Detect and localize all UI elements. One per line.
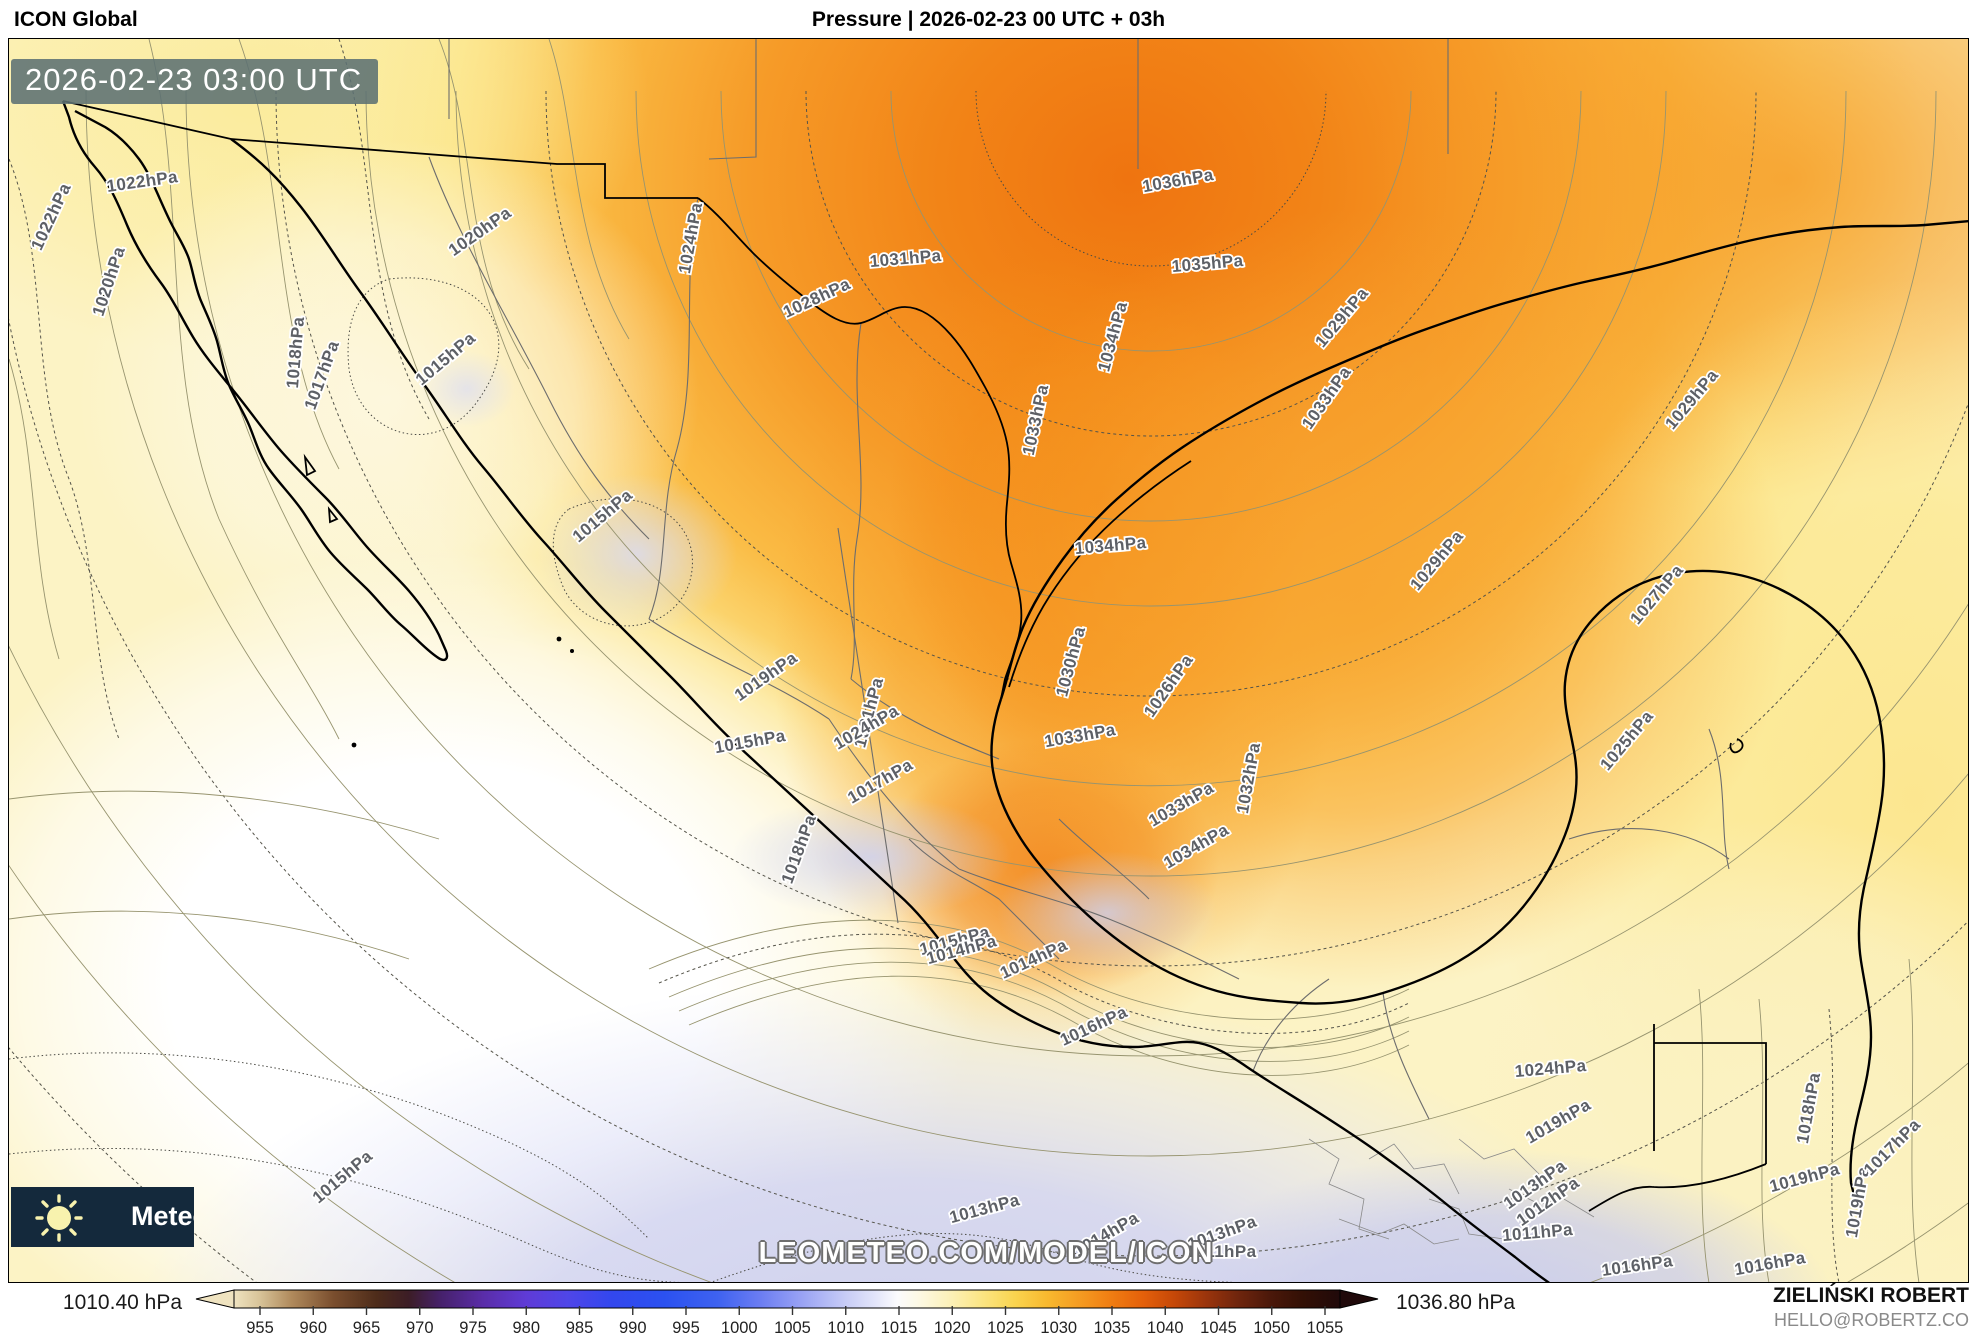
- credit-block: ZIELIŃSKI ROBERT HELLO@ROBERTZ.CO: [1773, 1284, 1969, 1331]
- colorbar-tick-label: 1000: [721, 1319, 758, 1337]
- author-name: ZIELIŃSKI ROBERT: [1772, 1284, 1969, 1307]
- colorbar-footer: 1010.40 hPa 955 960 965 970 975 980 985 990 995 1…: [0, 1283, 1977, 1337]
- colorbar-tick-label: 985: [566, 1319, 594, 1337]
- pressure-contour-label: 1011hPa: [1186, 1242, 1257, 1261]
- colorbar-tick-label: 1015: [881, 1319, 918, 1337]
- pressure-contour-label: 1024hPa: [675, 201, 706, 275]
- colorbar-tick-label: 1005: [774, 1319, 811, 1337]
- coastlines: [61, 100, 1968, 1282]
- colorbar-tick-label: 960: [299, 1319, 327, 1337]
- state-borders: [428, 39, 1730, 1245]
- logo-text: Meteo: [131, 1201, 194, 1231]
- pressure-map[interactable]: 1022hPa 1022hPa 1020hPa 1018hPa 1017hPa 1015h…: [8, 38, 1969, 1283]
- colorbar-tick-label: 970: [406, 1319, 434, 1337]
- model-name: ICON Global: [14, 8, 138, 31]
- colorbar-tick-label: 1025: [987, 1319, 1024, 1337]
- site-logo: Meteo: [11, 1187, 194, 1247]
- colorbar-ticks: 955 960 965 970 975 980 985 990 995 1000 1005 1010 1…: [246, 1306, 1343, 1337]
- pressure-field: [9, 39, 1968, 1282]
- contour-lines: [9, 39, 1968, 1282]
- colorbar-tick-label: 1010: [827, 1319, 864, 1337]
- watermark: LEOMETEO.COM/MODEL/ICON: [758, 1237, 1214, 1269]
- chart-title: Pressure | 2026-02-23 00 UTC + 03h: [811, 8, 1166, 31]
- colorbar-tick-label: 980: [512, 1319, 540, 1337]
- colorbar-tick-label: 1040: [1147, 1319, 1184, 1337]
- colorbar-tick-label: 1045: [1200, 1319, 1237, 1337]
- colorbar-tick-label: 1055: [1307, 1319, 1344, 1337]
- colorbar-tick-label: 1050: [1253, 1319, 1290, 1337]
- colorbar-tick-label: 995: [672, 1319, 700, 1337]
- colorbar-tick-label: 1020: [934, 1319, 971, 1337]
- header-bar: ICON Global Pressure | 2026-02-23 00 UTC…: [0, 0, 1977, 38]
- timestamp-overlay: 2026-02-23 03:00 UTC: [11, 59, 379, 104]
- max-pressure-label: 1036.80 hPa: [1396, 1291, 1516, 1314]
- colorbar-tick-label: 955: [246, 1319, 274, 1337]
- min-pressure-label: 1010.40 hPa: [62, 1291, 182, 1314]
- sun-icon: [35, 1194, 83, 1242]
- colorbar-tick-label: 1035: [1094, 1319, 1131, 1337]
- colorbar-tick-label: 990: [619, 1319, 647, 1337]
- colorbar-tick-label: 1030: [1040, 1319, 1077, 1337]
- author-email: HELLO@ROBERTZ.CO: [1774, 1310, 1969, 1330]
- colorbar: 955 960 965 970 975 980 985 990 995 1000 1005 1010 1…: [195, 1289, 1379, 1337]
- colorbar-tick-label: 965: [353, 1319, 381, 1337]
- colorbar-tick-label: 975: [459, 1319, 487, 1337]
